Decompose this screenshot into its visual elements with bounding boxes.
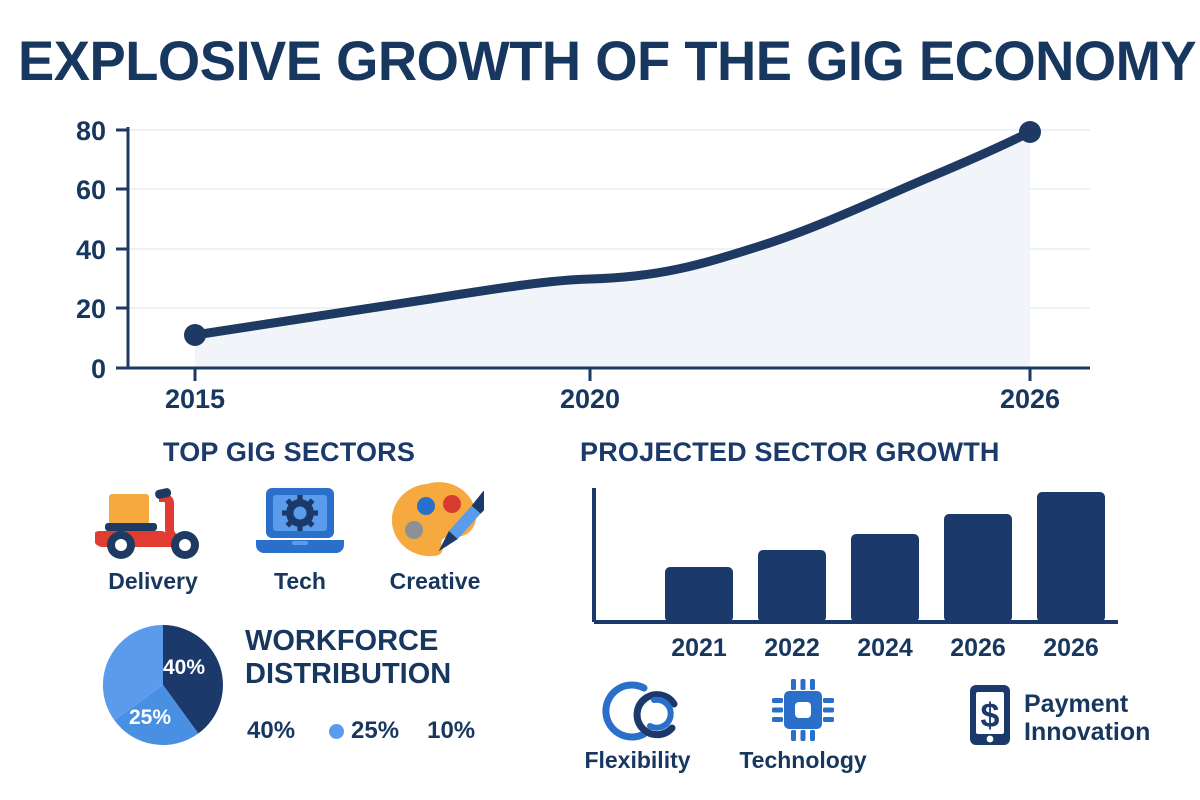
- workforce-title-line2: DISTRIBUTION: [245, 658, 452, 691]
- svg-text:$: $: [981, 697, 1000, 735]
- sector-item-tech[interactable]: Tech: [235, 480, 365, 595]
- benefit-item-flexibility[interactable]: Flexibility: [570, 675, 705, 774]
- bar-2026-b: [1037, 492, 1105, 622]
- area-fill: [195, 132, 1030, 368]
- sector-item-delivery[interactable]: Delivery: [88, 480, 218, 595]
- flexibility-arcs-icon: [570, 675, 705, 745]
- legend-item-25[interactable]: 25%: [329, 717, 399, 745]
- paint-palette-icon: [370, 480, 500, 562]
- top-gig-sectors-list: Delivery: [80, 480, 500, 605]
- bar-x-label-1: 2022: [764, 634, 820, 662]
- bar-x-label-2: 2024: [857, 634, 913, 662]
- sector-label-creative: Creative: [389, 568, 481, 594]
- pie-slice-25: [114, 685, 199, 746]
- sector-label-delivery: Delivery: [108, 568, 198, 594]
- x-tick-label-2020: 2020: [560, 384, 620, 414]
- data-point-2026: [1019, 121, 1041, 143]
- smartphone-dollar-icon: $: [968, 683, 1012, 752]
- payment-label-line2: Innovation: [1024, 717, 1151, 746]
- benefit-item-technology[interactable]: Technology: [733, 675, 873, 774]
- bar-2026-a: [944, 514, 1012, 622]
- legend-item-10[interactable]: 10%: [427, 717, 475, 745]
- legend-item-40[interactable]: 40%: [247, 717, 295, 745]
- legend-label-40: 40%: [247, 717, 296, 744]
- bar-x-label-4: 2026: [1043, 634, 1099, 662]
- pie-label-25: 25%: [129, 706, 171, 729]
- payment-label-line1: Payment: [1024, 689, 1129, 718]
- x-tick-label-2015: 2015: [165, 384, 225, 414]
- benefit-item-payment-innovation[interactable]: $ Payment Innovation: [968, 683, 1150, 752]
- y-tick-label-80: 80: [76, 116, 106, 146]
- sector-item-creative[interactable]: Creative: [370, 480, 500, 595]
- projected-sector-growth-heading: PROJECTED SECTOR GROWTH: [580, 437, 1000, 467]
- bar-2022: [758, 550, 826, 622]
- benefit-label-technology: Technology: [739, 747, 867, 773]
- pie-slice-remainder: [102, 624, 163, 721]
- laptop-gear-icon: [235, 480, 365, 562]
- workforce-pie-legend: 40% 25% 10%: [247, 717, 475, 745]
- workforce-pie-chart: 40% 25%: [102, 624, 223, 746]
- bar-x-label-3: 2026: [950, 634, 1006, 662]
- legend-label-10: 10%: [427, 717, 476, 744]
- x-tick-label-2026: 2026: [1000, 384, 1060, 414]
- workforce-title-line1: WORKFORCE: [245, 625, 439, 657]
- pie-label-40: 40%: [163, 656, 205, 679]
- gig-growth-line-chart: 80 60 40 20 0 2015 2020 2026: [0, 105, 1200, 415]
- workforce-distribution-title: WORKFORCE DISTRIBUTION: [245, 625, 510, 691]
- legend-label-25: 25%: [351, 717, 400, 744]
- legend-dot-icon: [329, 723, 345, 739]
- workforce-distribution-block: 40% 25% WORKFORCE DISTRIBUTION 40% 25% 1…: [90, 612, 510, 772]
- data-point-2015: [184, 324, 206, 346]
- y-tick-label-60: 60: [76, 175, 106, 205]
- y-axis-ticks: [116, 128, 128, 370]
- scooter-icon: [88, 480, 218, 562]
- bar-2024: [851, 534, 919, 622]
- benefit-label-flexibility: Flexibility: [584, 747, 691, 773]
- x-axis-ticks: [193, 368, 1032, 381]
- top-gig-sectors-heading: TOP GIG SECTORS: [163, 437, 416, 467]
- bar-x-label-0: 2021: [671, 634, 727, 662]
- growth-line: [190, 127, 1035, 340]
- page-title: EXPLOSIVE GROWTH OF THE GIG ECONOMY: [18, 29, 1197, 92]
- payment-innovation-label: Payment Innovation: [1024, 690, 1150, 746]
- pie-slice-40: [163, 625, 223, 734]
- bar-2021: [665, 567, 733, 622]
- y-tick-label-40: 40: [76, 235, 106, 265]
- y-tick-label-0: 0: [91, 354, 106, 384]
- sector-label-tech: Tech: [274, 568, 326, 594]
- y-tick-label-20: 20: [76, 294, 106, 324]
- microchip-icon: [733, 675, 873, 745]
- projected-sector-growth-bar-chart: 2021 2022 2024 2026 2026: [570, 470, 1130, 670]
